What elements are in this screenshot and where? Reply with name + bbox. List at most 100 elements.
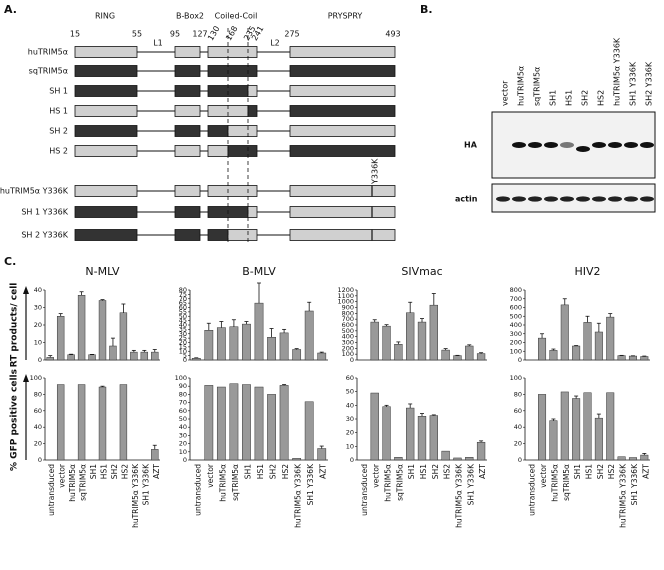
band [544,196,558,202]
y-tick-label: 100 [510,374,522,382]
bar [406,312,415,361]
bar [317,352,327,361]
bar [254,302,264,361]
x-tick-label: untransduced [193,464,202,516]
construct-name: SH 2 Y336K [21,231,68,240]
error-bar [142,349,147,353]
residue-label: 127 [192,30,207,39]
bar [229,383,239,461]
lane-label: SH2 [581,90,590,106]
bar [109,345,117,361]
x-tick-label: vector [539,463,548,488]
x-tick-label: SH2 [269,464,278,479]
band [560,142,574,148]
x-tick-label: huTRIM5α Y336K [131,463,140,528]
error-bar [431,293,436,306]
band [560,196,574,202]
y-tick-label: 200 [510,339,522,347]
lane-label: HS1 [565,90,574,106]
bar [370,392,379,461]
error-bar [257,282,261,304]
lane-label: huTRIM5α [517,66,526,106]
bar [606,316,615,361]
bar [382,325,391,361]
panel-label: C. [4,255,16,268]
chart-title: N-MLV [85,265,120,278]
y-tick-label: 0 [518,456,522,464]
y-tick-label: 0 [518,356,522,364]
x-tick-label: SH1 Y336K [141,463,150,505]
y-axis-label: RT products/ cell [10,283,20,368]
x-tick-label: sqTRIM5α [562,464,571,501]
y-tick-label: 80 [34,390,42,398]
domain-box [74,229,138,241]
y-tick-label: 60 [179,304,187,312]
bar [98,386,107,461]
error-bar [384,324,389,327]
error-bar [231,319,236,327]
y-tick-label: 80 [179,390,187,398]
x-tick-label: sqTRIM5α [231,464,240,501]
bar [640,454,649,461]
domain-label: RING [95,12,115,21]
y-tick-label: 75 [179,290,187,298]
domain-label: B-Box2 [176,12,204,21]
domain-box [174,125,201,137]
band [608,142,622,148]
error-bar [282,328,287,333]
error-bar [79,291,84,296]
bar [191,358,201,361]
error-bar [408,403,413,409]
x-tick-label: sqTRIM5α [395,464,404,501]
bar [572,345,581,361]
bar [476,353,486,361]
residue-label: 493 [385,30,400,39]
bar [394,457,403,461]
bar [628,457,637,461]
y-tick-label: 20 [34,321,42,329]
y-tick-label: 600 [510,304,522,312]
y-tick-label: 80 [179,286,187,294]
bar [572,398,581,461]
y-tick-label: 400 [510,321,522,329]
y-tick-label: 0 [350,356,354,364]
bar [204,385,214,461]
lane-label: SH1 Y336K [629,61,638,106]
domain-box [289,105,396,117]
y-tick-label: 40 [34,423,42,431]
residue-label: 130 [206,25,221,43]
blot-label: HA [464,141,478,150]
bar [304,310,314,361]
lane-label: sqTRIM5α [533,67,542,106]
y-tick-label: 40 [179,321,187,329]
domain-box [289,185,396,197]
bar [476,441,486,461]
domain-box [227,145,258,157]
error-bar [307,301,312,311]
domain-box [207,46,258,58]
construct-name: SH 1 [49,87,68,96]
bar [465,457,474,461]
bar [640,356,649,361]
y-tick-label: 70 [179,295,187,303]
domain-box [289,125,396,137]
error-bar [58,313,63,317]
domain-box [207,229,229,241]
band [512,196,526,202]
error-bar [384,404,389,407]
y-tick-label: 100 [510,347,522,355]
y-tick-label: 20 [34,440,42,448]
y-tick-label: 20 [514,440,522,448]
y-tick-label: 200 [342,344,354,352]
bar [441,349,450,361]
domain-box [289,145,396,157]
x-tick-label: huTRIM5α Y336K [619,463,628,528]
bar [229,326,239,361]
x-tick-label: SH1 [243,464,252,479]
x-tick-label: SH2 [431,464,440,479]
lane-label: HS2 [597,90,606,106]
x-tick-label: SH1 Y336K [466,463,475,505]
error-bar [219,321,224,328]
y-tick-label: 700 [510,295,522,303]
